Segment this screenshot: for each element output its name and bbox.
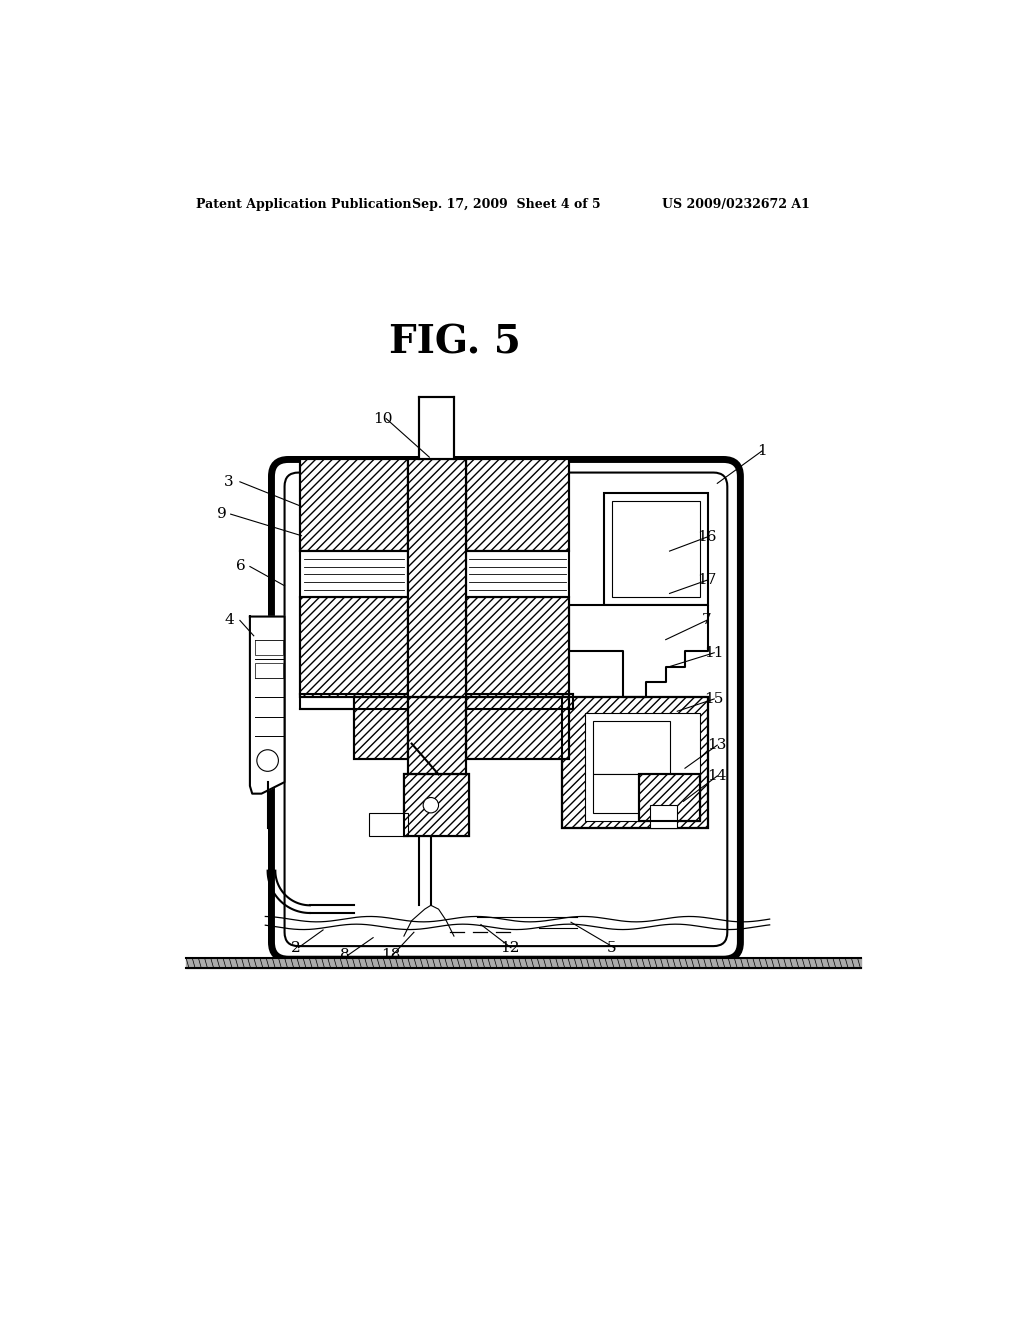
Text: Sep. 17, 2009  Sheet 4 of 5: Sep. 17, 2009 Sheet 4 of 5	[412, 198, 600, 211]
Polygon shape	[569, 605, 708, 697]
Bar	[403, 775, 469, 836]
Bar	[408, 459, 466, 697]
Bar	[300, 597, 408, 697]
Text: 5: 5	[607, 941, 616, 954]
Bar	[466, 697, 569, 759]
Text: 16: 16	[696, 531, 716, 544]
Text: 9: 9	[216, 507, 226, 521]
Bar	[300, 459, 408, 552]
Text: 2: 2	[291, 941, 301, 954]
Text: 8: 8	[340, 948, 349, 962]
Bar	[466, 697, 569, 759]
Bar	[466, 459, 569, 552]
Text: 10: 10	[374, 412, 393, 425]
Text: 13: 13	[708, 738, 727, 752]
Bar	[466, 597, 569, 697]
Bar	[255, 640, 283, 655]
Bar	[300, 459, 408, 552]
Bar	[562, 697, 708, 829]
Bar	[403, 775, 469, 836]
Bar	[255, 663, 283, 678]
Text: 18: 18	[381, 948, 400, 962]
Bar	[408, 697, 466, 775]
Bar	[593, 721, 670, 775]
Bar	[300, 693, 573, 709]
Bar	[611, 502, 700, 598]
Bar	[562, 697, 708, 829]
Bar	[300, 459, 408, 552]
Bar	[593, 775, 639, 813]
Text: US 2009/0232672 A1: US 2009/0232672 A1	[662, 198, 810, 211]
Circle shape	[423, 797, 438, 813]
Bar	[466, 459, 569, 552]
Text: 1: 1	[757, 444, 767, 458]
Bar	[300, 597, 408, 697]
Bar	[354, 697, 408, 759]
Bar	[408, 459, 466, 697]
Text: 11: 11	[705, 645, 724, 660]
Bar	[354, 697, 408, 759]
Bar	[408, 697, 466, 775]
Bar	[466, 697, 569, 759]
Bar	[466, 459, 569, 552]
Bar	[403, 775, 469, 836]
Bar	[354, 697, 408, 759]
Bar	[562, 697, 708, 829]
Bar	[650, 805, 677, 829]
Text: 12: 12	[500, 941, 519, 954]
Bar	[466, 552, 569, 598]
Polygon shape	[250, 616, 285, 793]
Bar	[408, 697, 466, 775]
Bar	[639, 775, 700, 821]
Bar	[604, 494, 708, 605]
Bar	[585, 713, 700, 821]
Bar	[466, 597, 569, 697]
Bar	[419, 397, 454, 459]
Bar	[300, 552, 408, 598]
Bar	[370, 813, 408, 836]
FancyBboxPatch shape	[282, 470, 730, 949]
Text: 15: 15	[705, 692, 724, 706]
Text: 3: 3	[224, 475, 233, 488]
Text: 14: 14	[708, 770, 727, 783]
Text: FIG. 5: FIG. 5	[388, 323, 520, 362]
Text: 17: 17	[697, 573, 716, 587]
Bar	[639, 775, 700, 821]
Text: 4: 4	[224, 614, 234, 627]
Bar	[403, 775, 469, 836]
Text: Patent Application Publication: Patent Application Publication	[196, 198, 412, 211]
Bar	[639, 775, 700, 821]
Text: 7: 7	[701, 614, 712, 627]
Bar	[300, 597, 408, 697]
Bar	[466, 597, 569, 697]
Bar	[562, 697, 708, 829]
Bar	[408, 459, 466, 697]
Text: 6: 6	[236, 560, 246, 573]
